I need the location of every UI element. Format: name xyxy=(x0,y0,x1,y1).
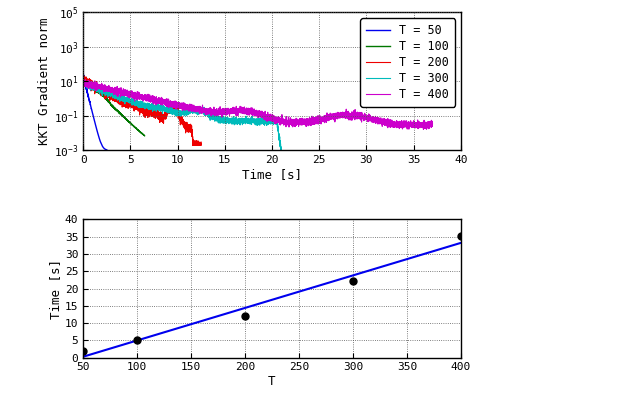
T = 50 xyxy=(79,72,87,76)
T = 300 xyxy=(79,78,87,83)
Line: T = 50: T = 50 xyxy=(83,74,107,150)
T = 200 xyxy=(189,143,196,148)
Line: T = 400: T = 400 xyxy=(83,80,433,129)
T = 100 xyxy=(100,93,108,98)
T = 400 xyxy=(429,121,436,126)
T = 400 xyxy=(161,100,168,105)
T = 50 xyxy=(95,135,103,140)
T = 300 xyxy=(292,157,300,162)
T = 400 xyxy=(163,101,170,106)
T = 100 xyxy=(88,84,95,89)
Line: T = 100: T = 100 xyxy=(83,76,145,136)
T = 400 xyxy=(79,81,87,86)
T = 50 xyxy=(97,141,105,146)
T = 200 xyxy=(195,140,203,145)
Point xyxy=(348,277,358,284)
T = 300 xyxy=(285,157,293,162)
Point xyxy=(240,313,250,319)
T = 200 xyxy=(197,140,205,145)
Legend: T = 50, T = 100, T = 200, T = 300, T = 400: T = 50, T = 100, T = 200, T = 300, T = 4… xyxy=(360,18,455,107)
T = 100 xyxy=(141,133,148,138)
T = 300 xyxy=(79,83,87,88)
T = 50 xyxy=(86,98,93,103)
Point xyxy=(132,337,142,344)
T = 300 xyxy=(234,119,241,124)
T = 200 xyxy=(125,104,132,109)
T = 400 xyxy=(236,107,244,112)
T = 50 xyxy=(93,129,101,134)
Point xyxy=(78,347,88,354)
Line: T = 200: T = 200 xyxy=(83,76,201,145)
X-axis label: Time [s]: Time [s] xyxy=(242,168,302,181)
T = 400 xyxy=(426,119,434,124)
T = 300 xyxy=(180,109,188,114)
T = 300 xyxy=(279,157,287,162)
T = 300 xyxy=(170,111,178,116)
Y-axis label: KKT Gradient norm: KKT Gradient norm xyxy=(38,18,51,145)
T = 100 xyxy=(106,101,114,106)
T = 100 xyxy=(113,108,120,113)
Y-axis label: Time [s]: Time [s] xyxy=(49,259,62,319)
T = 300 xyxy=(169,110,177,115)
Line: T = 300: T = 300 xyxy=(83,80,296,159)
T = 100 xyxy=(79,73,87,78)
T = 100 xyxy=(79,75,87,80)
T = 50 xyxy=(79,74,87,79)
T = 200 xyxy=(182,125,190,130)
X-axis label: T: T xyxy=(268,375,276,388)
Point xyxy=(456,232,466,239)
T = 400 xyxy=(164,101,172,106)
T = 200 xyxy=(79,74,87,79)
T = 50 xyxy=(84,90,92,95)
T = 100 xyxy=(90,86,97,91)
T = 50 xyxy=(90,116,98,121)
T = 200 xyxy=(93,88,100,92)
T = 100 xyxy=(111,106,119,111)
T = 300 xyxy=(275,132,282,137)
T = 400 xyxy=(211,110,219,115)
T = 200 xyxy=(100,90,108,95)
T = 50 xyxy=(103,148,111,152)
T = 400 xyxy=(420,127,428,132)
T = 200 xyxy=(130,102,138,107)
T = 400 xyxy=(81,77,89,82)
T = 200 xyxy=(80,73,88,78)
